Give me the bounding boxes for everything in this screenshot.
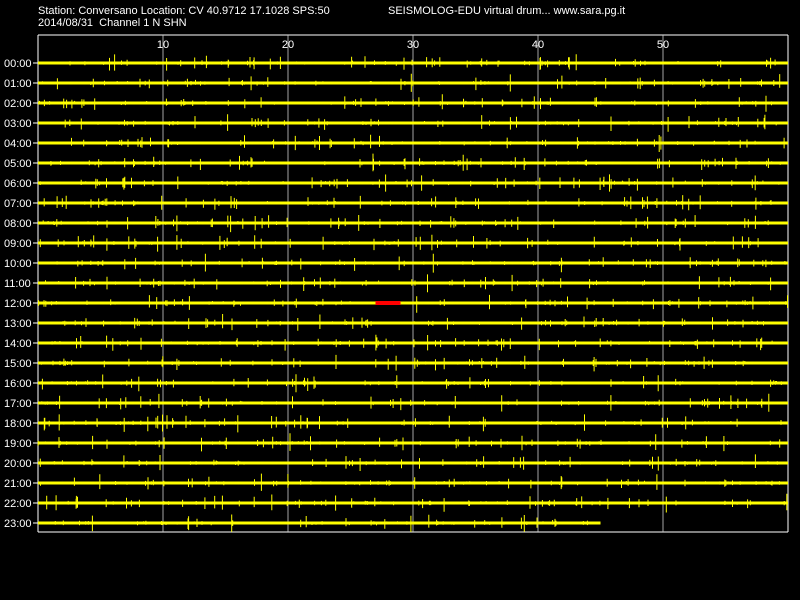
trace-spikes [40,473,780,491]
row-time-label: 05:00 [4,158,32,170]
trace-spikes [38,294,788,313]
app-title: SEISMOLOG-EDU virtual drum... www.sara.p… [388,5,626,17]
row-time-label: 08:00 [4,218,32,230]
row-time-label: 23:00 [4,518,32,530]
row-time-label: 02:00 [4,98,32,110]
row-time-label: 12:00 [4,298,32,310]
trace-spikes [39,253,786,273]
trace-spikes [39,174,780,192]
trace-spikes [40,354,746,372]
x-tick-label: 30 [407,39,419,51]
row-time-label: 04:00 [4,138,32,150]
row-time-label: 15:00 [4,358,32,370]
row-time-label: 06:00 [4,178,32,190]
row-time-label: 07:00 [4,198,32,210]
trace-spikes [46,493,788,513]
row-time-label: 09:00 [4,238,32,250]
trace-spikes [71,134,785,152]
trace-spikes [69,54,776,71]
trace-spikes [54,514,588,532]
trace-spikes [43,414,782,433]
row-time-label: 18:00 [4,418,32,430]
trace-spikes [64,114,777,132]
trace-spikes [42,215,769,233]
trace-spikes [39,234,759,252]
date-channel-info: 2014/08/31 Channel 1 N SHN [38,17,187,29]
trace-spikes [37,433,781,452]
x-tick-label: 50 [657,39,669,51]
row-time-label: 17:00 [4,398,32,410]
x-tick-label: 20 [282,39,294,51]
trace-spikes [43,195,772,211]
row-time-label: 20:00 [4,458,32,470]
row-time-label: 00:00 [4,58,32,70]
trace-spikes [51,334,773,351]
trace-spikes [62,314,764,331]
trace-spikes [39,94,772,112]
x-tick-label: 40 [532,39,544,51]
trace-spikes [41,393,782,412]
row-time-label: 01:00 [4,78,32,90]
row-time-label: 03:00 [4,118,32,130]
row-time-label: 10:00 [4,258,32,270]
trace-spikes [41,73,781,92]
row-time-label: 22:00 [4,498,32,510]
row-time-label: 19:00 [4,438,32,450]
row-time-label: 21:00 [4,478,32,490]
row-time-label: 14:00 [4,338,32,350]
trace-spikes [50,153,781,172]
row-time-label: 11:00 [4,278,31,290]
station-info: Station: Conversano Location: CV 40.9712… [38,5,330,17]
trace-spikes [45,274,772,293]
row-time-label: 13:00 [4,318,32,330]
trace-spikes [39,454,778,471]
trace-spikes [40,374,782,393]
x-tick-label: 10 [157,39,169,51]
row-time-label: 16:00 [4,378,32,390]
